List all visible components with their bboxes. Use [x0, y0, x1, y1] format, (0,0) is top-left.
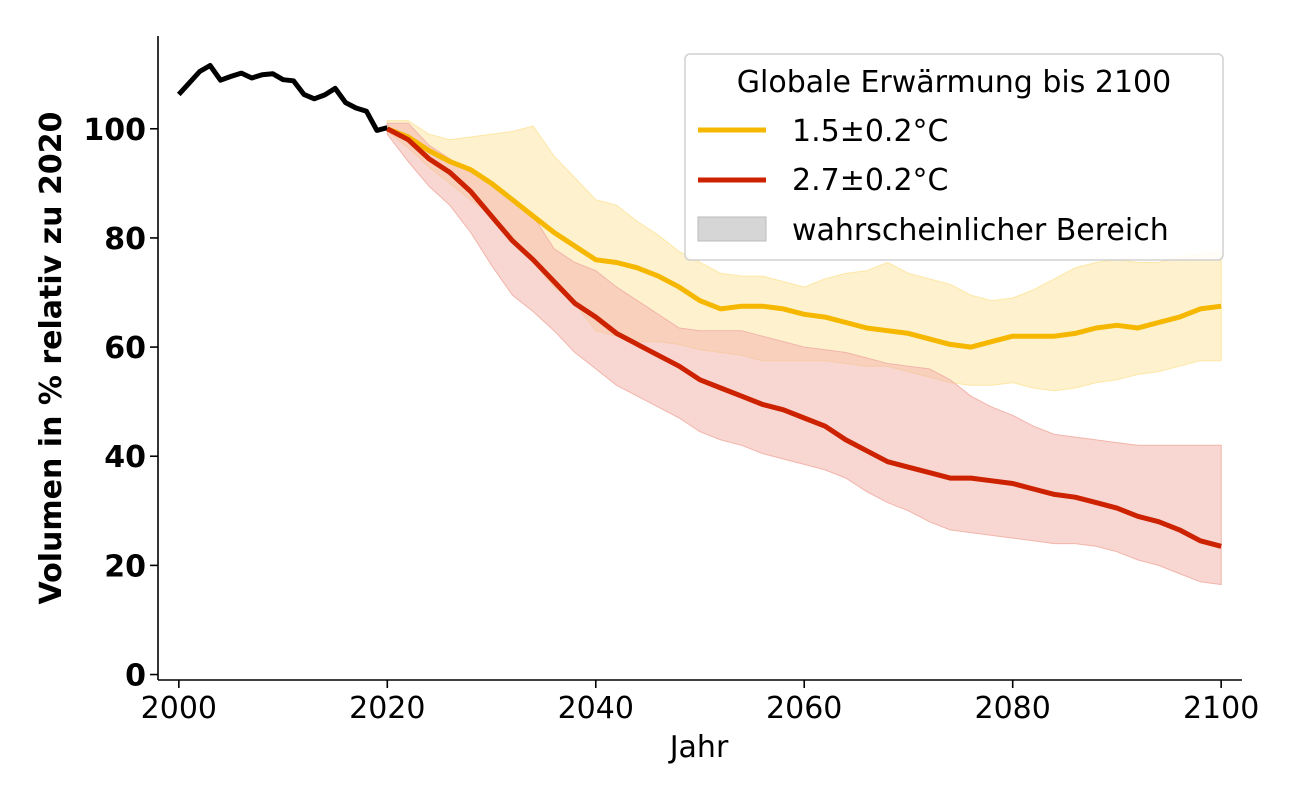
x-tick-label: 2040 — [558, 691, 634, 726]
y-tick-label: 80 — [104, 222, 146, 257]
legend-frame — [684, 53, 1224, 261]
line-2-7-0-2-C — [386, 126, 1222, 549]
line-1-5-0-2-C — [386, 126, 1222, 350]
series-lines — [176, 63, 1222, 549]
x-tick-label: 2080 — [975, 691, 1051, 726]
x-axis-label: Jahr — [668, 730, 729, 765]
legend-swatch-range — [697, 216, 767, 242]
x-tick-label: 2100 — [1183, 691, 1259, 726]
legend-label-1-5: 1.5±0.2°C — [792, 114, 949, 149]
y-tick-label: 60 — [104, 331, 146, 366]
y-tick-label: 0 — [125, 659, 146, 694]
y-ticks: 0 20 40 60 80 100 — [83, 113, 158, 694]
axes — [157, 36, 1242, 681]
x-ticks: 2000 2020 2040 2060 2080 2100 — [141, 680, 1259, 726]
legend-label-2-7: 2.7±0.2°C — [792, 163, 949, 198]
legend: Globale Erwärmung bis 2100 1.5±0.2°C 2.7… — [684, 53, 1224, 261]
x-tick-label: 2000 — [141, 691, 217, 726]
x-tick-label: 2020 — [349, 691, 425, 726]
historical-line — [176, 63, 388, 133]
legend-label-range: wahrscheinlicher Bereich — [792, 213, 1169, 248]
y-axis-label: Volumen in % relativ zu 2020 — [34, 112, 69, 605]
uncertainty-bands — [386, 120, 1222, 586]
y-tick-label: 20 — [104, 549, 146, 584]
x-tick-label: 2060 — [766, 691, 842, 726]
legend-title: Globale Erwärmung bis 2100 — [737, 65, 1171, 100]
y-tick-label: 40 — [104, 440, 146, 475]
y-tick-label: 100 — [83, 113, 146, 148]
band-2-7-0-2-C — [386, 122, 1222, 586]
